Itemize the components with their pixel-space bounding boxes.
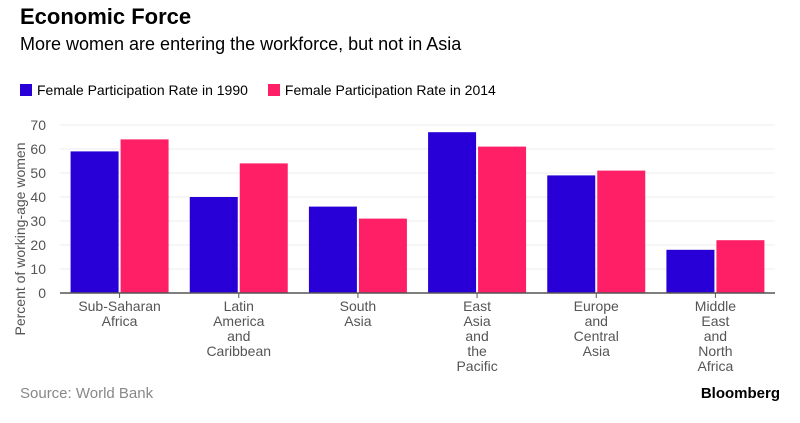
legend-swatch <box>20 84 32 96</box>
bar-1990 <box>308 206 357 293</box>
x-tick-label: Central <box>574 328 619 344</box>
x-tick-label: Caribbean <box>206 343 271 359</box>
bar-1990 <box>189 197 238 293</box>
legend-label: Female Participation Rate in 1990 <box>37 82 248 98</box>
x-tick-label: Asia <box>463 313 490 329</box>
bar-2014 <box>597 170 646 293</box>
x-tick-label: and <box>704 328 727 344</box>
bloomberg-logo: Bloomberg <box>700 385 780 402</box>
x-tick-label: South <box>340 298 377 314</box>
legend-item-2014: Female Participation Rate in 2014 <box>267 82 496 98</box>
bar-1990 <box>428 132 477 293</box>
x-tick-label: the <box>467 343 487 359</box>
legend-swatch <box>267 84 280 96</box>
x-tick-label: North <box>698 343 732 359</box>
y-tick-label: 20 <box>30 237 46 253</box>
bar-2014 <box>358 218 407 293</box>
bar-1990 <box>70 151 119 293</box>
x-tick-label: Pacific <box>456 358 497 374</box>
y-tick-label: 70 <box>30 117 46 133</box>
bar-1990 <box>547 175 596 293</box>
x-tick-label: and <box>227 328 250 344</box>
chart-subtitle: More women are entering the workforce, b… <box>20 34 462 54</box>
y-axis-label: Percent of working-age women <box>12 143 28 336</box>
x-tick-label: America <box>213 313 265 329</box>
y-tick-label: 50 <box>30 165 46 181</box>
y-tick-label: 0 <box>38 285 46 301</box>
y-tick-label: 30 <box>30 213 46 229</box>
x-tick-label: Asia <box>344 313 371 329</box>
y-tick-label: 60 <box>30 141 46 157</box>
x-tick-label: Latin <box>224 298 254 314</box>
bar-2014 <box>478 146 527 293</box>
legend: Female Participation Rate in 1990 Female… <box>20 82 496 98</box>
x-tick-label: Africa <box>102 313 138 329</box>
x-tick-label: Asia <box>583 343 610 359</box>
chart-title: Economic Force <box>20 4 192 29</box>
x-tick-label: and <box>585 313 608 329</box>
bar-2014 <box>716 240 765 293</box>
x-tick-label: Middle <box>695 298 736 314</box>
x-tick-label: and <box>465 328 488 344</box>
bar-2014 <box>239 163 288 293</box>
x-tick-label: Sub-Saharan <box>78 298 161 314</box>
x-tick-label: East <box>463 298 491 314</box>
source-note: Source: World Bank <box>20 385 154 402</box>
x-tick-label: Europe <box>574 298 619 314</box>
bar-1990 <box>666 249 715 293</box>
y-tick-label: 10 <box>30 261 46 277</box>
y-tick-label: 40 <box>30 189 46 205</box>
x-tick-label: East <box>701 313 729 329</box>
legend-label: Female Participation Rate in 2014 <box>284 82 496 98</box>
legend-item-1990: Female Participation Rate in 1990 <box>20 82 248 98</box>
bar-2014 <box>120 139 169 293</box>
x-tick-label: Africa <box>698 358 734 374</box>
